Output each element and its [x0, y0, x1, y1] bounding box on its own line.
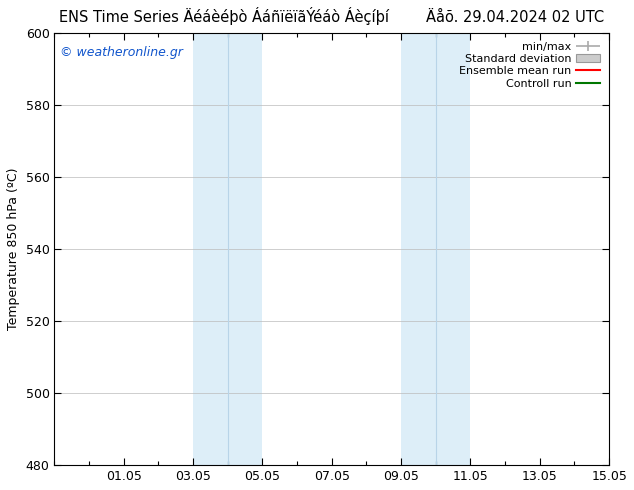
Title: ENS Time Series Äéáèéþò ÁáñïëïãÝéáò Áèçíþí        Äåõ. 29.04.2024 02 UTC: ENS Time Series Äéáèéþò ÁáñïëïãÝéáò Áèçí… [59, 7, 604, 25]
Y-axis label: Temperature 850 hPa (ºC): Temperature 850 hPa (ºC) [7, 168, 20, 330]
Legend: min/max, Standard deviation, Ensemble mean run, Controll run: min/max, Standard deviation, Ensemble me… [456, 39, 604, 92]
Text: © weatheronline.gr: © weatheronline.gr [60, 46, 183, 59]
Bar [401, 33, 470, 465]
Bar [193, 33, 262, 465]
